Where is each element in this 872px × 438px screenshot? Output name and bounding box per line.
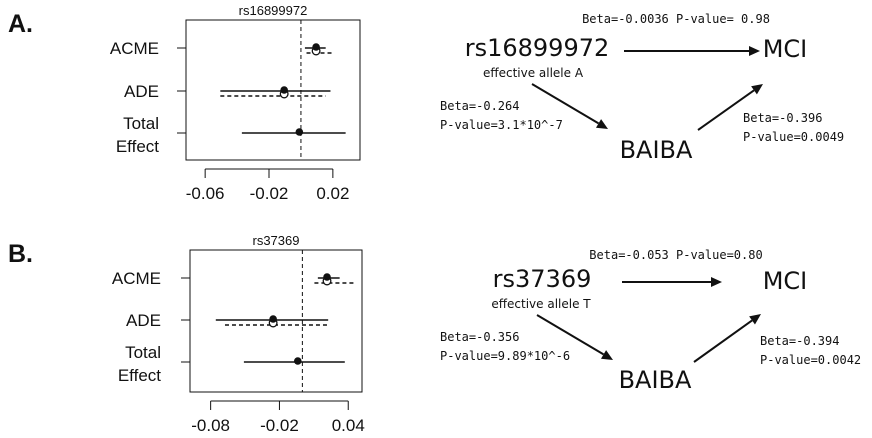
plot-title: rs37369 [253, 233, 300, 248]
arrow-line [697, 89, 755, 131]
x-tick-label: -0.02 [250, 184, 289, 203]
panel-b: B. rs37369 ACME ADE Total Effect -0.08 -0.02 0.0… [8, 233, 861, 435]
estimate-filled [323, 273, 331, 281]
arrow-head [600, 350, 613, 360]
allele-label: effective allele T [491, 297, 591, 311]
panel-letter: B. [8, 240, 33, 268]
row-label: Total [123, 114, 159, 133]
direct-effect-stat: Beta=-0.0036 P-value= 0.98 [582, 12, 770, 26]
arrow-head [749, 314, 761, 325]
row-label: ACME [110, 39, 159, 58]
snp-mediator-pvalue: P-value=3.1*10^-7 [440, 118, 563, 132]
x-tick-label: -0.06 [186, 184, 225, 203]
mediator-outcome-pvalue: P-value=0.0049 [743, 130, 844, 144]
mediation-diagram: Beta=-0.0036 P-value= 0.98 rs16899972 effe… [440, 12, 844, 164]
direct-effect-stat: Beta=-0.053 P-value=0.80 [589, 248, 762, 262]
panel-a: A. rs16899972 ACME ADE Total Effect -0.06 -0.02… [8, 3, 844, 203]
allele-label: effective allele A [483, 66, 584, 80]
snp-mediator-pvalue: P-value=9.89*10^-6 [440, 349, 570, 363]
mediator-outcome-beta: Beta=-0.396 [743, 111, 822, 125]
x-tick-label: -0.08 [191, 416, 230, 435]
arrow-head [749, 46, 760, 56]
mediation-diagram: Beta=-0.053 P-value=0.80 rs37369 effective… [440, 248, 861, 394]
plot-frame [185, 19, 361, 161]
x-tick-label: 0.04 [332, 416, 365, 435]
mediator-outcome-beta: Beta=-0.394 [760, 334, 839, 348]
row-label: ADE [126, 311, 161, 330]
estimate-filled [280, 86, 288, 94]
arrow-line [693, 319, 753, 363]
estimate-filled [295, 128, 304, 136]
row-label: ACME [112, 269, 161, 288]
mediator-outcome-pvalue: P-value=0.0042 [760, 353, 861, 367]
outcome-node: MCI [763, 35, 808, 63]
plot-title: rs16899972 [239, 3, 308, 18]
snp-mediator-beta: Beta=-0.356 [440, 330, 519, 344]
snp-mediator-beta: Beta=-0.264 [440, 99, 519, 113]
estimate-filled [269, 315, 277, 323]
snp-node: rs37369 [493, 265, 592, 293]
estimate-filled [312, 43, 320, 51]
arrow-head [751, 84, 763, 95]
snp-node: rs16899972 [465, 34, 610, 62]
x-tick-label: -0.02 [260, 416, 299, 435]
arrow-head [711, 277, 722, 287]
mediator-node: BAIBA [620, 136, 693, 164]
mediator-node: BAIBA [619, 366, 692, 394]
row-label: ADE [124, 82, 159, 101]
x-tick-label: 0.02 [316, 184, 349, 203]
row-label: Effect [118, 366, 161, 385]
outcome-node: MCI [763, 267, 808, 295]
row-label: Effect [116, 137, 159, 156]
row-label: Total [125, 343, 161, 362]
arrow-head [595, 119, 608, 129]
arrow-line [536, 314, 605, 356]
estimate-filled [293, 357, 302, 365]
panel-letter: A. [8, 10, 33, 38]
plot-frame [189, 249, 363, 393]
arrow-line [531, 83, 600, 125]
